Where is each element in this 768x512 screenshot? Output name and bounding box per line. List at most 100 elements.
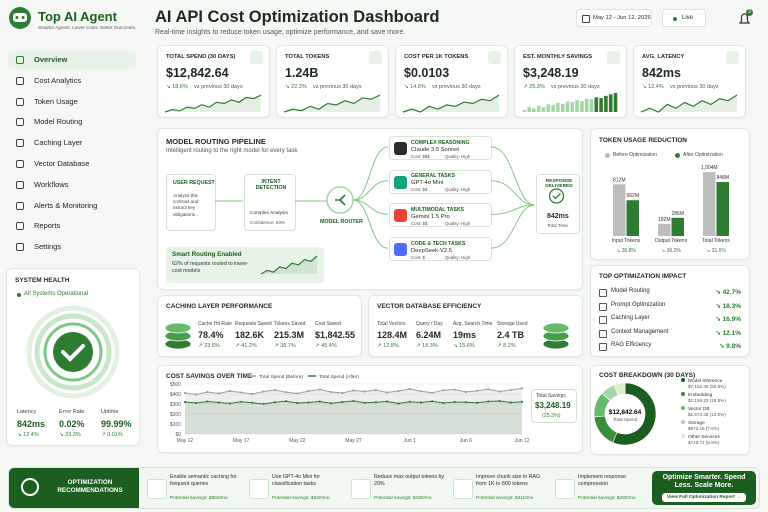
metric-label: Tokens Saved (274, 321, 306, 327)
metric-value: 182.6K (235, 330, 265, 340)
metric-change: ↗ 12.8% (377, 343, 399, 349)
route-title: GENERAL TASKS (411, 173, 455, 180)
nav-icon (16, 139, 24, 148)
route-quality: Quality: High (445, 187, 471, 193)
card-title: CACHING LAYER PERFORMANCE (166, 303, 273, 310)
nav-item[interactable]: Workflows (8, 176, 136, 194)
smart-title: Smart Routing Enabled (172, 251, 242, 258)
route-title: MULTIMODAL TASKS (411, 206, 465, 213)
live-badge[interactable]: Live (662, 9, 706, 27)
box-text: Total Time (547, 223, 568, 228)
cta: Optimize Smarter. Spend Less. Scale More… (652, 471, 756, 505)
route-cost: Cost: $$ (411, 187, 428, 193)
box-title: USER REQUEST (173, 180, 215, 186)
route-title: COMPLEX REASONING (411, 139, 470, 146)
nav-item[interactable]: Settings (8, 238, 136, 256)
card-title: TOKEN USAGE REDUCTION (599, 137, 687, 144)
nav-item[interactable]: Overview (8, 51, 136, 69)
metric-value: 842ms (17, 419, 46, 429)
token-card: TOKEN USAGE REDUCTION Before Optimization… (590, 128, 750, 260)
metric-value: $1,842.55 (315, 330, 356, 340)
kpi-note: vs previous 30 days (313, 84, 362, 90)
rec-text: Reduce max output tokens by 20% (374, 474, 445, 487)
legend-label: Before Optimization (613, 151, 657, 158)
brand-name: Top AI Agent (38, 9, 117, 24)
impact-icon (599, 329, 607, 338)
kpi-card: COST PER 1K TOKENS $0.0103 ↘ 14.8% vs previ… (395, 45, 508, 118)
kpi-value: 842ms (642, 66, 681, 80)
metric-value: 6.24M (416, 330, 442, 340)
impact-value: ↘ 18.3% (715, 302, 741, 310)
kpi-card: TOTAL TOKENS 1.24B ↘ 22.3% vs previous 30 d… (276, 45, 389, 118)
metric-value: 2.4 TB (497, 330, 525, 340)
notification-badge: 3 (746, 9, 753, 16)
kpi-label: COST PER 1K TOKENS (404, 54, 469, 60)
metric-change: ↗ 8.2% (497, 343, 516, 349)
kpi-label: AVG. LATENCY (642, 54, 685, 60)
icon (726, 51, 739, 64)
icon (369, 51, 382, 64)
metric-value: 0.02% (59, 419, 85, 429)
metric-change: ↗ 38.7% (274, 343, 296, 349)
intent-box: INTENT DETECTION Complex Analysis Confiden… (244, 174, 296, 231)
kpi-card: AVG. LATENCY 842ms ↘ 12.4% vs previous 30 d… (633, 45, 746, 118)
impact-icon (599, 289, 607, 297)
request-box: USER REQUEST Analyze this contract and ex… (166, 174, 216, 231)
icon (394, 175, 407, 189)
metric-value: 78.4% (198, 330, 224, 340)
metric-label: Avg. Search Time (453, 321, 493, 327)
icon (351, 479, 371, 499)
card-subtitle: Intelligent routing to the right model f… (166, 148, 298, 154)
kpi-change: ↘ 18.6% (166, 84, 188, 90)
nav-label: Cost Analytics (34, 75, 82, 85)
breakdown-card: COST BREAKDOWN (30 DAYS) (590, 365, 750, 455)
route-title: CODE & TECH TASKS (411, 240, 466, 247)
nav-item[interactable]: Reports (8, 217, 136, 235)
nav-icon (16, 97, 24, 106)
nav-icon (16, 118, 24, 127)
rec-text: Implement response compression (578, 474, 626, 487)
nav-item[interactable]: Alerts & Monitoring (8, 197, 136, 215)
cta-button[interactable]: View Full Optimization Report → (662, 493, 746, 502)
nav-item[interactable]: Model Routing (8, 113, 136, 131)
impact-icon (599, 343, 607, 351)
metric-change: ↘ 15.6% (453, 343, 475, 349)
nav-item[interactable]: Token Usage (8, 93, 136, 111)
nav-item[interactable]: Vector Database (8, 155, 136, 173)
routing-card: MODEL ROUTING PIPELINE Intelligent routin… (157, 128, 583, 290)
box-title: RESPONSE DELIVERED (545, 179, 573, 189)
icon (488, 51, 501, 64)
nav-icon (16, 76, 24, 85)
impact-value: ↘ 9.8% (718, 343, 741, 350)
metric-change: ↗ 41.2% (235, 343, 257, 349)
nav-item[interactable]: Caching Layer (8, 134, 136, 152)
metric-label: Query / Day (416, 321, 443, 327)
impact-icon (599, 302, 607, 311)
rec-savings: Potential savings: $310/mo (476, 496, 534, 501)
icon (394, 142, 407, 155)
kpi-value: $3,248.19 (523, 66, 579, 80)
recommendations-header: OPTIMIZATION RECOMMENDATIONS (9, 468, 139, 508)
kpi-change: ↗ 25.3% (523, 84, 545, 90)
route-box: GENERAL TASKS GPT-4o Mini Cost: $$ Quality:… (389, 169, 492, 194)
impact-value: ↘ 16.9% (715, 316, 741, 323)
nav-item[interactable]: Cost Analytics (8, 72, 136, 90)
route-box: CODE & TECH TASKS DeepSeek-V2.5 Cost: $ Qua… (389, 237, 492, 262)
rec-text: Improve chunk size in RAG from 1K to 800… (476, 474, 541, 487)
kpi-note: vs previous 30 days (194, 84, 243, 90)
live-label: Live (682, 14, 694, 21)
route-cost: Cost: $ (411, 254, 425, 260)
kpi-label: EST. MONTHLY SAVINGS (523, 54, 593, 60)
legend-swatch (605, 153, 610, 158)
box-text: Analyze this contract and extract key ob… (173, 193, 199, 217)
brand-tagline: Smarter Agents. Lower Costs. Better Outc… (38, 25, 137, 30)
card-title: MODEL ROUTING PIPELINE (166, 137, 266, 146)
cost-savings-card: COST SAVINGS OVER TIME Total Savings $3,24… (157, 365, 583, 453)
card-title: TOP OPTIMIZATION IMPACT (599, 273, 687, 280)
nav-icon (16, 201, 24, 210)
icon (394, 209, 407, 223)
icon (394, 243, 407, 257)
impact-label: Prompt Optimization (611, 301, 666, 308)
date-picker[interactable]: May 12 - Jun 12, 2026 (576, 9, 652, 27)
box-text: Confidence: 93% (250, 220, 285, 225)
